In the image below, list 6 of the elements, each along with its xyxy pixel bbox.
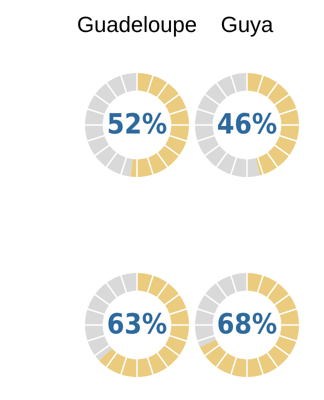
text: 46%	[216, 107, 278, 140]
chart-title: Guya	[220, 12, 274, 37]
text: 68%	[216, 307, 278, 340]
text: 63%	[106, 307, 168, 340]
chart-title: Guadeloupe	[76, 11, 198, 39]
text: 52%	[106, 107, 168, 140]
